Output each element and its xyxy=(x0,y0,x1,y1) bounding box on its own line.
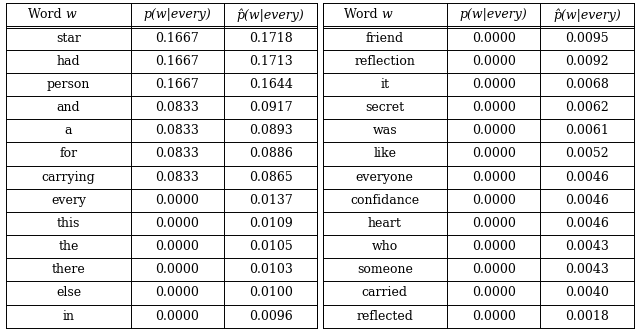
Text: 0.0018: 0.0018 xyxy=(565,309,609,323)
Text: 0.1718: 0.1718 xyxy=(249,31,292,45)
Text: 0.0046: 0.0046 xyxy=(565,170,609,184)
Text: 0.0061: 0.0061 xyxy=(565,124,609,137)
Text: 0.0100: 0.0100 xyxy=(249,286,292,300)
Text: 0.0833: 0.0833 xyxy=(156,147,200,161)
Text: 0.0062: 0.0062 xyxy=(565,101,609,114)
Text: reflected: reflected xyxy=(356,309,413,323)
Text: p̂(w|every): p̂(w|every) xyxy=(237,8,305,22)
Text: 0.0893: 0.0893 xyxy=(249,124,292,137)
Text: this: this xyxy=(57,217,80,230)
Text: in: in xyxy=(63,309,75,323)
Text: carrying: carrying xyxy=(42,170,95,184)
Text: 0.0040: 0.0040 xyxy=(565,286,609,300)
Text: 0.0000: 0.0000 xyxy=(472,286,516,300)
Text: 0.0092: 0.0092 xyxy=(565,55,609,68)
Text: it: it xyxy=(380,78,389,91)
Text: was: was xyxy=(372,124,397,137)
Text: 0.0865: 0.0865 xyxy=(249,170,292,184)
Text: reflection: reflection xyxy=(355,55,415,68)
Text: 0.0105: 0.0105 xyxy=(249,240,292,253)
Text: 0.1644: 0.1644 xyxy=(249,78,292,91)
Text: 0.0000: 0.0000 xyxy=(472,194,516,207)
Text: there: there xyxy=(52,263,86,276)
Text: heart: heart xyxy=(368,217,402,230)
Text: every: every xyxy=(51,194,86,207)
Text: 0.0137: 0.0137 xyxy=(249,194,292,207)
Text: like: like xyxy=(373,147,396,161)
Text: person: person xyxy=(47,78,90,91)
Text: Word: Word xyxy=(344,8,381,22)
Text: p(w|every): p(w|every) xyxy=(460,8,527,22)
Text: 0.1667: 0.1667 xyxy=(156,55,199,68)
Text: 0.0096: 0.0096 xyxy=(249,309,292,323)
Text: 0.0043: 0.0043 xyxy=(565,263,609,276)
Text: for: for xyxy=(60,147,77,161)
Text: 0.0000: 0.0000 xyxy=(472,55,516,68)
Text: the: the xyxy=(58,240,79,253)
Text: else: else xyxy=(56,286,81,300)
Text: 0.0000: 0.0000 xyxy=(156,263,200,276)
Text: 0.0000: 0.0000 xyxy=(472,101,516,114)
Text: 0.0043: 0.0043 xyxy=(565,240,609,253)
Text: 0.0833: 0.0833 xyxy=(156,124,200,137)
Text: 0.0000: 0.0000 xyxy=(156,309,200,323)
Text: 0.0000: 0.0000 xyxy=(472,31,516,45)
Text: 0.0000: 0.0000 xyxy=(156,194,200,207)
Text: 0.0000: 0.0000 xyxy=(472,124,516,137)
Text: and: and xyxy=(57,101,81,114)
Text: friend: friend xyxy=(365,31,404,45)
Text: star: star xyxy=(56,31,81,45)
Text: 0.0046: 0.0046 xyxy=(565,217,609,230)
Text: 0.0000: 0.0000 xyxy=(472,217,516,230)
Text: w: w xyxy=(65,8,76,22)
Text: confidance: confidance xyxy=(350,194,419,207)
Text: carried: carried xyxy=(362,286,408,300)
Text: 0.0109: 0.0109 xyxy=(249,217,292,230)
Text: 0.0833: 0.0833 xyxy=(156,170,200,184)
Text: someone: someone xyxy=(357,263,413,276)
Text: 0.0000: 0.0000 xyxy=(156,286,200,300)
Text: 0.0000: 0.0000 xyxy=(472,309,516,323)
Text: everyone: everyone xyxy=(356,170,413,184)
Text: who: who xyxy=(372,240,398,253)
Text: w: w xyxy=(381,8,392,22)
Text: 0.0095: 0.0095 xyxy=(565,31,609,45)
Text: 0.0052: 0.0052 xyxy=(565,147,609,161)
Text: 0.0917: 0.0917 xyxy=(249,101,292,114)
Text: 0.0000: 0.0000 xyxy=(472,240,516,253)
Text: 0.0000: 0.0000 xyxy=(472,170,516,184)
Text: Word: Word xyxy=(28,8,65,22)
Text: a: a xyxy=(65,124,72,137)
Text: p(w|every): p(w|every) xyxy=(143,8,211,22)
Text: secret: secret xyxy=(365,101,404,114)
Text: 0.0000: 0.0000 xyxy=(472,147,516,161)
Text: p̂(w|every): p̂(w|every) xyxy=(553,8,621,22)
Text: 0.0886: 0.0886 xyxy=(249,147,292,161)
Text: 0.0000: 0.0000 xyxy=(156,240,200,253)
Text: 0.0046: 0.0046 xyxy=(565,194,609,207)
Text: 0.0000: 0.0000 xyxy=(472,263,516,276)
Text: 0.0000: 0.0000 xyxy=(156,217,200,230)
Text: 0.1667: 0.1667 xyxy=(156,78,199,91)
Text: had: had xyxy=(57,55,81,68)
Text: 0.0068: 0.0068 xyxy=(565,78,609,91)
Text: 0.1667: 0.1667 xyxy=(156,31,199,45)
Text: 0.0000: 0.0000 xyxy=(472,78,516,91)
Text: 0.0103: 0.0103 xyxy=(249,263,292,276)
Text: 0.0833: 0.0833 xyxy=(156,101,200,114)
Text: 0.1713: 0.1713 xyxy=(249,55,292,68)
